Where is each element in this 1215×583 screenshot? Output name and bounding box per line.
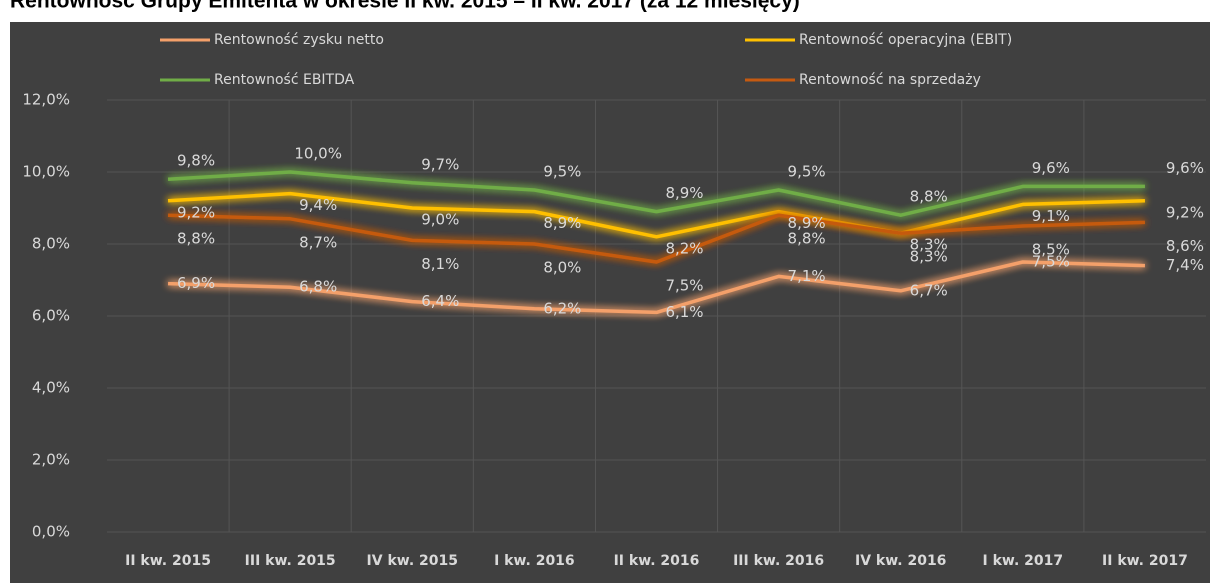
y-tick-label: 12,0%	[22, 91, 70, 109]
series-line	[167, 170, 1145, 217]
x-tick-label: II kw. 2017	[1102, 553, 1188, 569]
series-line	[168, 260, 1145, 315]
data-label: 6,8%	[299, 278, 337, 296]
data-label: 8,5%	[1032, 241, 1070, 259]
series-line	[168, 213, 1145, 264]
chart-title: Rentowność Grupy Emitenta w okresie II k…	[10, 0, 800, 13]
x-tick-label: III kw. 2016	[733, 553, 824, 569]
data-label: 9,5%	[788, 163, 826, 181]
y-tick-label: 0,0%	[32, 523, 70, 541]
data-label: 9,6%	[1166, 159, 1204, 177]
y-tick-label: 6,0%	[32, 307, 70, 325]
data-label: 8,6%	[1166, 237, 1204, 255]
data-label: 9,5%	[543, 163, 581, 181]
x-tick-label: III kw. 2015	[245, 553, 336, 569]
y-tick-label: 4,0%	[32, 379, 70, 397]
legend-label: Rentowność operacyjna (EBIT)	[799, 32, 1012, 48]
data-label: 8,9%	[788, 214, 826, 232]
chart-background	[10, 22, 1210, 583]
x-tick-label: I kw. 2017	[983, 553, 1064, 569]
x-tick-label: I kw. 2016	[494, 553, 575, 569]
data-label: 9,0%	[421, 211, 459, 229]
data-label: 9,6%	[1032, 159, 1070, 177]
data-label: 8,1%	[421, 255, 459, 273]
y-tick-label: 8,0%	[32, 235, 70, 253]
data-label: 9,2%	[177, 203, 215, 221]
legend-label: Rentowność zysku netto	[214, 32, 384, 48]
data-label: 9,4%	[299, 196, 337, 214]
data-label: 8,3%	[910, 236, 948, 254]
x-tick-label: II kw. 2015	[125, 553, 211, 569]
data-label: 7,5%	[665, 277, 703, 295]
data-label: 8,7%	[299, 233, 337, 251]
data-label: 7,1%	[788, 267, 826, 285]
y-tick-label: 10,0%	[22, 163, 70, 181]
legend-label: Rentowność na sprzedaży	[799, 72, 981, 88]
data-label: 10,0%	[294, 145, 342, 163]
data-label: 8,9%	[543, 214, 581, 232]
data-label: 8,2%	[665, 239, 703, 257]
data-label: 8,8%	[177, 230, 215, 248]
data-label: 7,4%	[1166, 256, 1204, 274]
data-label: 9,2%	[1166, 203, 1204, 221]
data-label: 6,9%	[177, 274, 215, 292]
data-label: 9,1%	[1032, 207, 1070, 225]
legend-label: Rentowność EBITDA	[214, 72, 355, 88]
series-line	[167, 191, 1145, 239]
data-label: 7,5%	[1032, 253, 1070, 271]
x-tick-label: IV kw. 2015	[367, 553, 458, 569]
data-label: 6,4%	[421, 292, 459, 310]
data-label: 8,8%	[910, 188, 948, 206]
data-label: 6,2%	[543, 299, 581, 317]
data-label: 9,7%	[421, 155, 459, 173]
data-label: 8,0%	[543, 259, 581, 277]
y-tick-label: 2,0%	[32, 451, 70, 469]
data-label: 6,1%	[665, 303, 703, 321]
data-label: 8,8%	[788, 230, 826, 248]
x-tick-label: II kw. 2016	[614, 553, 700, 569]
data-label: 8,9%	[665, 184, 703, 202]
data-label: 9,8%	[177, 152, 215, 170]
data-label: 6,7%	[910, 281, 948, 299]
x-tick-label: IV kw. 2016	[855, 553, 946, 569]
data-label: 8,3%	[910, 248, 948, 266]
